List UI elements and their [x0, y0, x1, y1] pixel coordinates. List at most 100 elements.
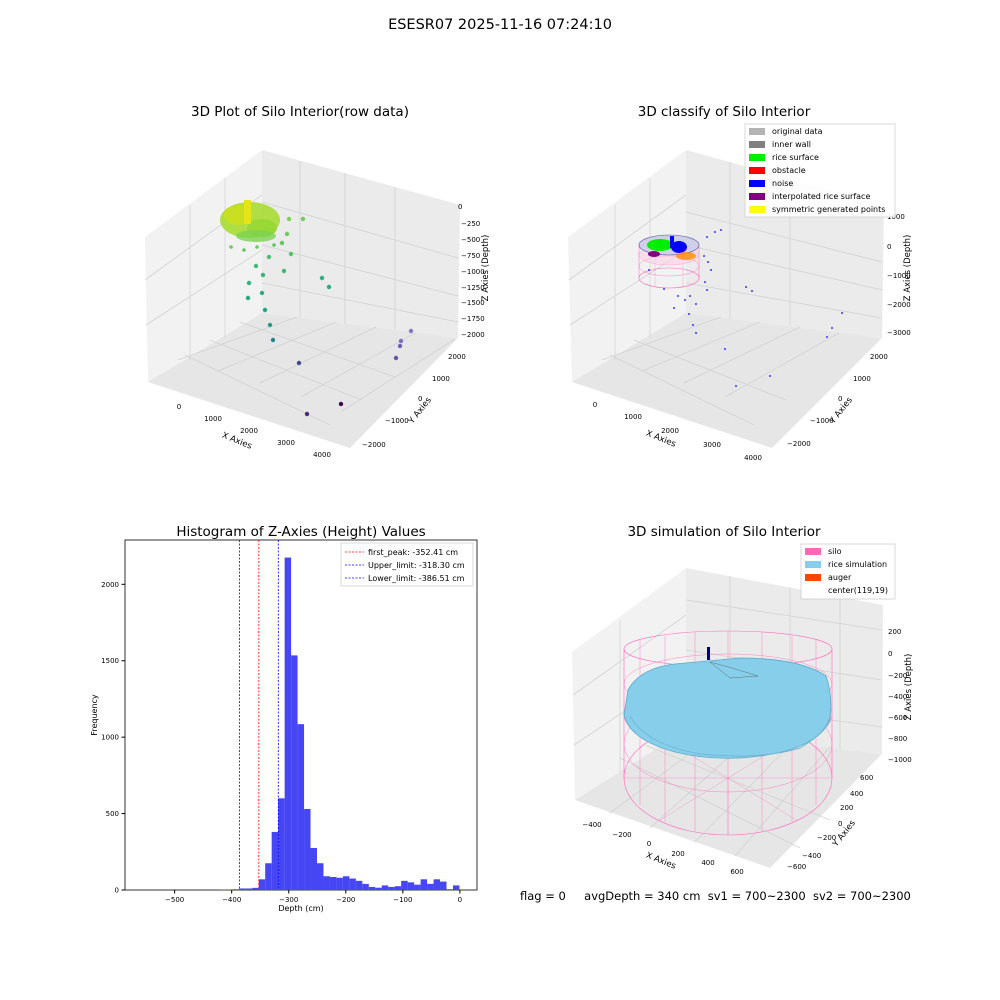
- p1-xtick-label: 2000: [240, 427, 258, 435]
- sv2-text: sv2 = 700~2300: [812, 889, 911, 903]
- p1-ztick-label: −1000: [461, 268, 485, 276]
- p1-dense-cluster: [220, 200, 280, 242]
- p2-xtick-label: 3000: [703, 441, 721, 449]
- p4-zlabel: Z Axies (Depth): [904, 654, 914, 721]
- y-tick-label: 0: [115, 887, 119, 895]
- histogram-bar: [446, 889, 453, 890]
- p3-ylabel: Frequency: [90, 694, 99, 736]
- p2-legend-label: rice surface: [772, 153, 819, 162]
- panel1-3d-raw-plot: 0 1000 2000 3000 4000 −2000 −1000 0 1000…: [144, 150, 491, 459]
- p2-ztick-label: −2000: [887, 301, 911, 309]
- p2-legend-swatch: [749, 180, 765, 187]
- p4-xtick-label: 400: [701, 859, 714, 867]
- p1-ztick-label: −250: [461, 220, 480, 228]
- histogram-bar: [355, 880, 363, 890]
- p1-xtick-label: 1000: [204, 415, 222, 423]
- p2-legend-swatch: [749, 193, 765, 200]
- p4-ytick-label: −200: [817, 834, 836, 842]
- status-footer: flag = 0 avgDepth = 340 cm sv1 = 700~230…: [520, 889, 911, 903]
- histogram-bar: [297, 724, 305, 890]
- histogram-bar: [304, 808, 311, 890]
- panel2-3d-classify-plot: 0 1000 2000 3000 4000 −2000 −1000 0 1000…: [568, 123, 913, 462]
- p1-xtick-label: 0: [177, 403, 181, 411]
- histogram-bar: [317, 863, 324, 890]
- p2-silo-cluster: [638, 234, 700, 289]
- histogram-bar: [440, 881, 447, 890]
- histogram-bar: [265, 863, 272, 890]
- p2-ztick-label: −3000: [887, 329, 911, 337]
- figure-title: ESESR07 2025-11-16 07:24:10: [388, 17, 612, 33]
- p1-ztick-label: −500: [461, 236, 480, 244]
- p4-ztick-label: −600: [888, 714, 907, 722]
- p2-xtick-label: 2000: [661, 427, 679, 435]
- p4-xtick-label: 200: [671, 850, 684, 858]
- flag-text: flag = 0: [520, 889, 566, 903]
- p4-ytick-label: 600: [860, 774, 873, 782]
- p1-ytick-label: 0: [418, 395, 422, 403]
- p1-ytick-label: 2000: [448, 353, 466, 361]
- p1-ztick-label: −2000: [461, 331, 485, 339]
- panel3-title: Histogram of Z-Axies (Height) Values: [176, 524, 426, 540]
- x-tick-label: 0: [458, 896, 462, 904]
- p2-legend-label: noise: [772, 179, 793, 188]
- panel2-title: 3D classify of Silo Interior: [637, 104, 811, 120]
- histogram-bar: [452, 885, 460, 890]
- histogram-bar: [258, 879, 266, 890]
- p4-legend-swatch: [805, 574, 821, 581]
- p2-legend-label: interpolated rice surface: [772, 192, 870, 201]
- histogram-bar: [232, 889, 240, 890]
- p2-legend: original data inner wall rice surface ob…: [744, 123, 896, 218]
- histogram-bar: [368, 886, 376, 890]
- histogram-bar: [278, 798, 285, 890]
- x-tick-label: −100: [393, 896, 412, 904]
- histogram-bar: [433, 879, 441, 890]
- histogram-bar: [401, 880, 408, 890]
- histogram-bar: [271, 831, 279, 890]
- p4-xtick-label: 600: [730, 868, 743, 876]
- histogram-bar: [284, 557, 292, 890]
- histogram-bar: [342, 876, 350, 890]
- p4-ztick-label: 0: [888, 650, 892, 658]
- p1-ytick-label: 1000: [432, 375, 450, 383]
- p2-xtick-label: 0: [593, 401, 597, 409]
- p1-zlabel: Z Axies (Depth): [481, 235, 491, 302]
- y-tick-label: 1000: [101, 734, 119, 742]
- histogram-bar: [245, 888, 253, 890]
- p2-ztick-label: 1000: [887, 213, 905, 221]
- x-tick-label: −500: [165, 896, 184, 904]
- p4-ytick-label: 0: [838, 820, 842, 828]
- p2-ytick-label: −2000: [787, 440, 811, 448]
- p2-zlabel: Z Axies (Depth): [903, 235, 913, 302]
- x-tick-label: −200: [336, 896, 355, 904]
- y-tick-label: 1500: [101, 657, 119, 665]
- p1-xtick-label: 4000: [313, 451, 331, 459]
- p2-legend-label: inner wall: [772, 140, 811, 149]
- histogram-bar: [407, 882, 415, 890]
- p2-noise-points: [648, 229, 843, 387]
- x-tick-label: −400: [222, 896, 241, 904]
- p3-legend-label: first_peak: -352.41 cm: [368, 548, 458, 557]
- p2-ytick-label: 2000: [870, 353, 888, 361]
- p4-ytick-label: −400: [802, 852, 821, 860]
- p2-legend-swatch: [749, 128, 765, 135]
- p2-legend-swatch: [749, 154, 765, 161]
- p4-auger: [707, 647, 759, 679]
- histogram-bar: [414, 884, 421, 890]
- p1-scatter-points: [229, 216, 414, 417]
- p3-bars: [213, 557, 460, 890]
- p4-ztick-label: 200: [888, 628, 901, 636]
- p2-legend-label: symmetric generated points: [772, 205, 885, 214]
- p4-xtick-label: 0: [647, 840, 651, 848]
- p3-xaxis: −500 −400 −300 −200 −100 0: [165, 890, 462, 904]
- p1-ytick-label: −2000: [362, 441, 386, 449]
- p2-legend-swatch: [749, 206, 765, 213]
- histogram-bar: [329, 877, 337, 890]
- y-tick-label: 2000: [101, 581, 119, 589]
- p4-ytick-label: 400: [850, 790, 863, 798]
- p2-ytick-label: 0: [838, 395, 842, 403]
- panel1-title: 3D Plot of Silo Interior(row data): [191, 104, 409, 120]
- avg-depth-text: avgDepth = 340 cm: [584, 889, 701, 903]
- p4-ztick-label: −800: [888, 735, 907, 743]
- histogram-bar: [310, 847, 318, 890]
- histogram-bar: [362, 883, 369, 890]
